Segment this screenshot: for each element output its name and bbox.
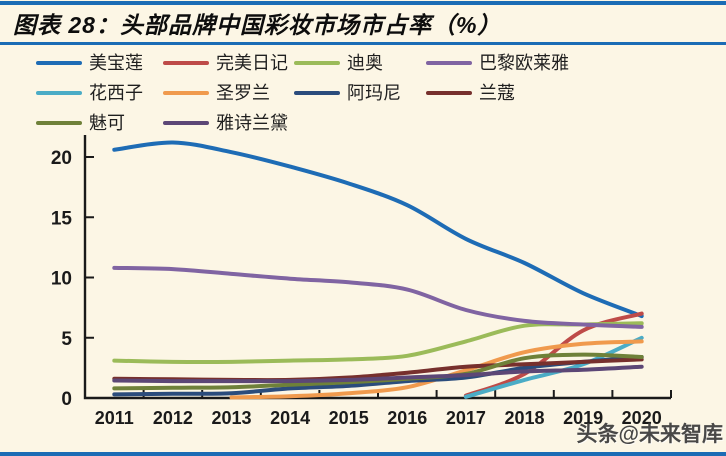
legend-item: 兰蔻	[426, 82, 722, 103]
series-line-0	[112, 140, 644, 319]
y-tick-label: 15	[51, 208, 73, 229]
legend-label: 花西子	[89, 82, 143, 103]
y-tick-label: 0	[61, 389, 72, 410]
x-tick-label: 2017	[446, 408, 486, 428]
watermark: 头条@未来智库	[576, 423, 723, 446]
legend-label: 迪奥	[347, 52, 383, 73]
y-tick-label: 20	[51, 148, 72, 169]
x-tick-label: 2012	[153, 408, 193, 428]
x-tick-label: 2016	[387, 408, 427, 428]
x-tick-label: 2011	[95, 408, 134, 428]
title-divider	[0, 42, 726, 45]
legend-item: 花西子	[36, 82, 163, 103]
legend-swatch	[163, 120, 209, 125]
x-tick-label: 2015	[329, 408, 369, 428]
series-line-9	[112, 364, 644, 384]
legend-label: 圣罗兰	[216, 82, 270, 103]
legend-item: 迪奥	[294, 52, 426, 73]
legend-item: 雅诗兰黛	[163, 112, 294, 133]
legend-item: 阿玛尼	[294, 82, 426, 103]
x-tick-label: 2020	[622, 408, 662, 428]
legend-swatch	[36, 120, 82, 125]
bottom-divider	[0, 452, 726, 456]
legend-label: 雅诗兰黛	[216, 112, 288, 133]
legend-swatch	[163, 60, 209, 65]
y-tick-label: 5	[61, 329, 72, 350]
legend-swatch	[426, 90, 472, 95]
legend-item: 魅可	[36, 112, 163, 133]
legend-label: 完美日记	[216, 52, 288, 73]
legend-swatch	[294, 60, 340, 65]
x-tick-label: 2013	[211, 408, 251, 428]
legend-item: 美宝莲	[36, 52, 163, 73]
y-tick-label: 10	[51, 269, 72, 290]
chart-legend: 美宝莲 完美日记 迪奥 巴黎欧莱雅花西子 圣罗兰 阿玛尼 兰蔻魅可 雅诗兰黛	[36, 52, 722, 133]
legend-label: 阿玛尼	[347, 82, 401, 103]
legend-swatch	[426, 60, 472, 65]
legend-item: 完美日记	[163, 52, 294, 73]
legend-label: 美宝莲	[89, 52, 143, 73]
legend-swatch	[36, 90, 82, 95]
legend-swatch	[36, 60, 82, 65]
legend-label: 魅可	[89, 112, 125, 133]
x-tick-label: 2019	[563, 408, 603, 428]
legend-swatch	[163, 90, 209, 95]
series-line-3	[112, 265, 644, 329]
legend-label: 巴黎欧莱雅	[479, 52, 569, 73]
x-tick-label: 2014	[270, 408, 310, 428]
legend-swatch	[294, 90, 340, 95]
chart-title: 图表 28：头部品牌中国彩妆市场市占率（%）	[13, 12, 502, 38]
legend-item: 圣罗兰	[163, 82, 294, 103]
legend-item: 巴黎欧莱雅	[426, 52, 722, 73]
top-divider	[0, 1, 726, 5]
legend-label: 兰蔻	[479, 82, 515, 103]
x-tick-label: 2018	[504, 408, 544, 428]
